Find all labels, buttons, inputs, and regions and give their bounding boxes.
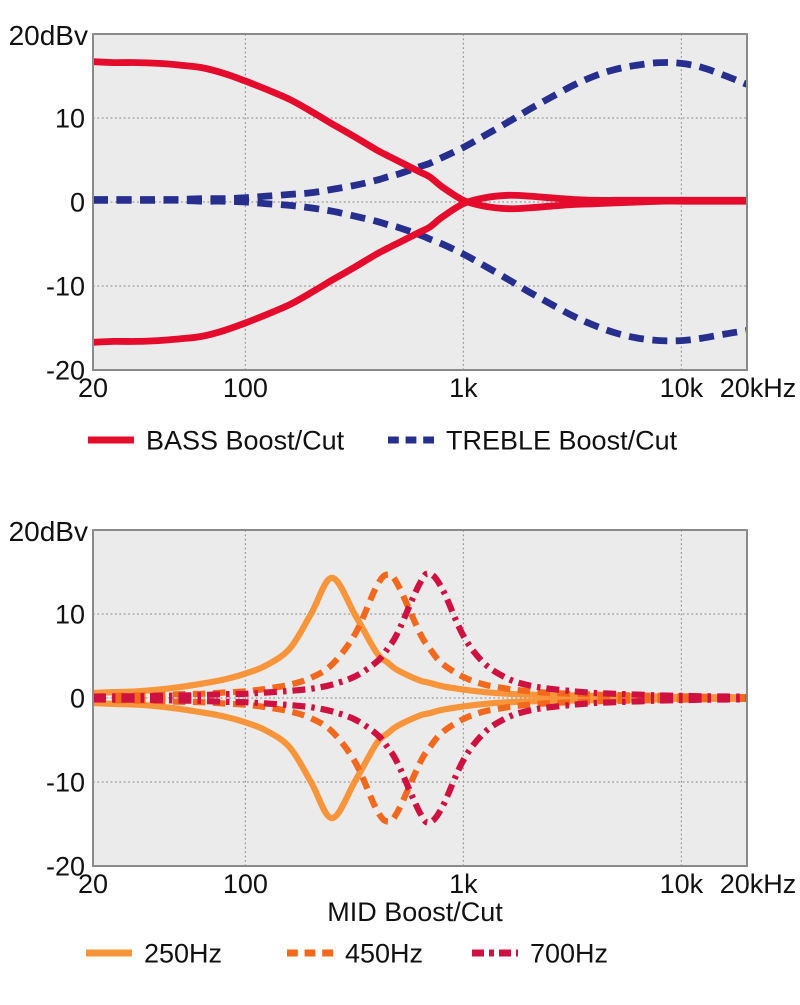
y-tick-10: 10 bbox=[55, 104, 85, 134]
series-450hz-cut bbox=[92, 695, 748, 825]
x-tick-20: 20 bbox=[78, 869, 108, 899]
series-700hz-cut bbox=[92, 696, 748, 826]
y-tick-0: 0 bbox=[70, 684, 85, 714]
legend-label-450hz: 450Hz bbox=[345, 939, 423, 969]
y-tick-0: 0 bbox=[70, 188, 85, 218]
x-tick-100: 100 bbox=[223, 373, 268, 403]
legend-label-bass-boost-cut: BASS Boost/Cut bbox=[146, 426, 345, 456]
plot-border bbox=[92, 529, 748, 867]
y-axis-unit-label: 20dBv bbox=[9, 20, 88, 51]
series-250hz-cut bbox=[92, 695, 747, 822]
y-tick--10: -10 bbox=[46, 768, 85, 798]
x-tick-10000: 10k bbox=[660, 373, 704, 403]
series-treble-boost bbox=[92, 59, 749, 203]
series-700hz-boost bbox=[92, 570, 748, 700]
x-tick-20000: 20kHz bbox=[720, 869, 797, 899]
x-axis-title: MID Boost/Cut bbox=[327, 897, 503, 927]
y-tick--20: -20 bbox=[46, 852, 85, 882]
y-tick-10: 10 bbox=[55, 600, 85, 630]
plot-border bbox=[92, 33, 748, 371]
x-tick-10000: 10k bbox=[660, 869, 704, 899]
x-tick-20: 20 bbox=[78, 373, 108, 403]
y-tick--10: -10 bbox=[46, 272, 85, 302]
y-tick--20: -20 bbox=[46, 356, 85, 386]
x-tick-20000: 20kHz bbox=[720, 373, 797, 403]
series-bass-cut bbox=[92, 191, 747, 346]
y-axis-unit-label: 20dBv bbox=[9, 516, 88, 547]
legend-label-700hz: 700Hz bbox=[530, 939, 608, 969]
x-tick-1000: 1k bbox=[449, 373, 478, 403]
legend-label-treble-boost-cut: TREBLE Boost/Cut bbox=[446, 426, 678, 456]
series-450hz-boost bbox=[92, 571, 748, 701]
x-tick-1000: 1k bbox=[449, 869, 478, 899]
series-250hz-boost bbox=[92, 574, 747, 701]
legend-label-250hz: 250Hz bbox=[144, 939, 222, 969]
x-tick-100: 100 bbox=[223, 869, 268, 899]
